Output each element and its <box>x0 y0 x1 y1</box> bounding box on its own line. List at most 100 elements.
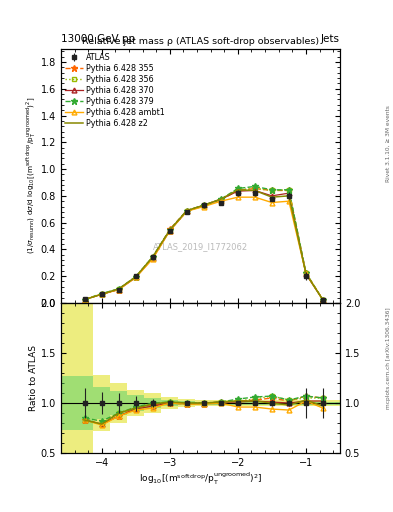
Pythia 6.428 ambt1 <box>99 291 104 297</box>
Pythia 6.428 ambt1 <box>133 274 138 281</box>
X-axis label: log$_{10}$[(m$^\mathrm{soft\,drop}$/p$_\mathrm{T}^\mathrm{ungroomed}$)$^2$]: log$_{10}$[(m$^\mathrm{soft\,drop}$/p$_\… <box>139 471 262 487</box>
Pythia 6.428 355 <box>219 197 223 203</box>
Pythia 6.428 355 <box>270 187 274 194</box>
Text: 13000 GeV pp: 13000 GeV pp <box>61 33 135 44</box>
Pythia 6.428 356 <box>303 270 308 276</box>
Pythia 6.428 ambt1 <box>303 270 308 276</box>
Pythia 6.428 z2 <box>116 286 121 292</box>
Pythia 6.428 379 <box>270 187 274 193</box>
Line: Pythia 6.428 379: Pythia 6.428 379 <box>82 183 326 303</box>
Pythia 6.428 370 <box>83 296 87 303</box>
Pythia 6.428 379 <box>286 187 291 193</box>
Pythia 6.428 379 <box>303 270 308 276</box>
Pythia 6.428 z2 <box>184 207 189 214</box>
Pythia 6.428 z2 <box>303 270 308 276</box>
Pythia 6.428 z2 <box>99 291 104 297</box>
Pythia 6.428 355 <box>286 187 291 194</box>
Pythia 6.428 356 <box>167 227 172 233</box>
Pythia 6.428 z2 <box>270 194 274 200</box>
Y-axis label: $(1/\sigma_\mathrm{resumn})$ d$\sigma$/d log$_{10}$[(m$^\mathrm{soft\,drop}$/p$_: $(1/\sigma_\mathrm{resumn})$ d$\sigma$/d… <box>24 97 38 254</box>
Pythia 6.428 z2 <box>253 187 257 194</box>
Pythia 6.428 370 <box>235 188 240 194</box>
Pythia 6.428 356 <box>235 187 240 193</box>
Pythia 6.428 ambt1 <box>219 198 223 204</box>
Pythia 6.428 379 <box>202 202 206 208</box>
Pythia 6.428 z2 <box>151 253 155 260</box>
Line: Pythia 6.428 370: Pythia 6.428 370 <box>82 188 325 303</box>
Pythia 6.428 379 <box>99 290 104 296</box>
Pythia 6.428 370 <box>321 297 325 303</box>
Pythia 6.428 ambt1 <box>116 286 121 292</box>
Pythia 6.428 356 <box>270 187 274 194</box>
Pythia 6.428 356 <box>133 274 138 280</box>
Text: Rivet 3.1.10, ≥ 3M events: Rivet 3.1.10, ≥ 3M events <box>386 105 391 182</box>
Y-axis label: Ratio to ATLAS: Ratio to ATLAS <box>29 345 38 411</box>
Pythia 6.428 z2 <box>321 297 325 303</box>
Pythia 6.428 379 <box>253 183 257 189</box>
Pythia 6.428 355 <box>167 226 172 232</box>
Pythia 6.428 ambt1 <box>286 198 291 204</box>
Pythia 6.428 z2 <box>219 196 223 202</box>
Pythia 6.428 355 <box>321 297 325 303</box>
Pythia 6.428 379 <box>235 185 240 191</box>
Pythia 6.428 370 <box>151 255 155 261</box>
Line: Pythia 6.428 z2: Pythia 6.428 z2 <box>85 190 323 300</box>
Pythia 6.428 355 <box>202 202 206 208</box>
Line: Pythia 6.428 ambt1: Pythia 6.428 ambt1 <box>82 195 325 303</box>
Pythia 6.428 355 <box>116 286 121 292</box>
Pythia 6.428 356 <box>99 291 104 297</box>
Pythia 6.428 z2 <box>286 193 291 199</box>
Pythia 6.428 ambt1 <box>253 194 257 200</box>
Pythia 6.428 z2 <box>167 227 172 233</box>
Pythia 6.428 ambt1 <box>83 296 87 303</box>
Pythia 6.428 379 <box>151 253 155 260</box>
Pythia 6.428 379 <box>167 227 172 233</box>
Pythia 6.428 370 <box>253 187 257 194</box>
Pythia 6.428 356 <box>202 203 206 209</box>
Pythia 6.428 ambt1 <box>202 203 206 209</box>
Pythia 6.428 370 <box>184 208 189 215</box>
Pythia 6.428 355 <box>235 187 240 194</box>
Pythia 6.428 379 <box>184 207 189 214</box>
Pythia 6.428 379 <box>83 296 87 303</box>
Pythia 6.428 z2 <box>133 274 138 280</box>
Pythia 6.428 379 <box>116 286 121 292</box>
Pythia 6.428 370 <box>303 271 308 277</box>
Line: Pythia 6.428 356: Pythia 6.428 356 <box>82 186 325 303</box>
Pythia 6.428 356 <box>219 197 223 203</box>
Pythia 6.428 370 <box>202 202 206 208</box>
Pythia 6.428 z2 <box>83 296 87 303</box>
Pythia 6.428 z2 <box>235 187 240 193</box>
Pythia 6.428 355 <box>133 274 138 280</box>
Pythia 6.428 356 <box>116 286 121 292</box>
Line: Pythia 6.428 355: Pythia 6.428 355 <box>82 185 326 303</box>
Text: ATLAS_2019_I1772062: ATLAS_2019_I1772062 <box>153 243 248 251</box>
Pythia 6.428 370 <box>270 193 274 199</box>
Pythia 6.428 370 <box>99 291 104 297</box>
Pythia 6.428 370 <box>116 286 121 292</box>
Pythia 6.428 ambt1 <box>270 200 274 206</box>
Pythia 6.428 355 <box>151 254 155 261</box>
Pythia 6.428 355 <box>83 296 87 303</box>
Pythia 6.428 ambt1 <box>151 255 155 262</box>
Pythia 6.428 ambt1 <box>184 208 189 215</box>
Pythia 6.428 355 <box>99 291 104 297</box>
Legend: ATLAS, Pythia 6.428 355, Pythia 6.428 356, Pythia 6.428 370, Pythia 6.428 379, P: ATLAS, Pythia 6.428 355, Pythia 6.428 35… <box>63 51 166 130</box>
Pythia 6.428 356 <box>184 208 189 215</box>
Pythia 6.428 356 <box>286 187 291 193</box>
Pythia 6.428 ambt1 <box>167 227 172 233</box>
Pythia 6.428 355 <box>303 270 308 276</box>
Text: mcplots.cern.ch [arXiv:1306.3436]: mcplots.cern.ch [arXiv:1306.3436] <box>386 308 391 409</box>
Pythia 6.428 356 <box>253 185 257 191</box>
Pythia 6.428 355 <box>184 207 189 214</box>
Pythia 6.428 379 <box>133 274 138 280</box>
Pythia 6.428 355 <box>253 185 257 191</box>
Title: Relative jet mass ρ (ATLAS soft-drop observables): Relative jet mass ρ (ATLAS soft-drop obs… <box>82 37 319 47</box>
Pythia 6.428 356 <box>151 253 155 260</box>
Pythia 6.428 356 <box>83 296 87 303</box>
Pythia 6.428 370 <box>133 274 138 281</box>
Pythia 6.428 356 <box>321 297 325 303</box>
Text: Jets: Jets <box>321 33 340 44</box>
Pythia 6.428 379 <box>219 196 223 202</box>
Pythia 6.428 379 <box>321 297 325 303</box>
